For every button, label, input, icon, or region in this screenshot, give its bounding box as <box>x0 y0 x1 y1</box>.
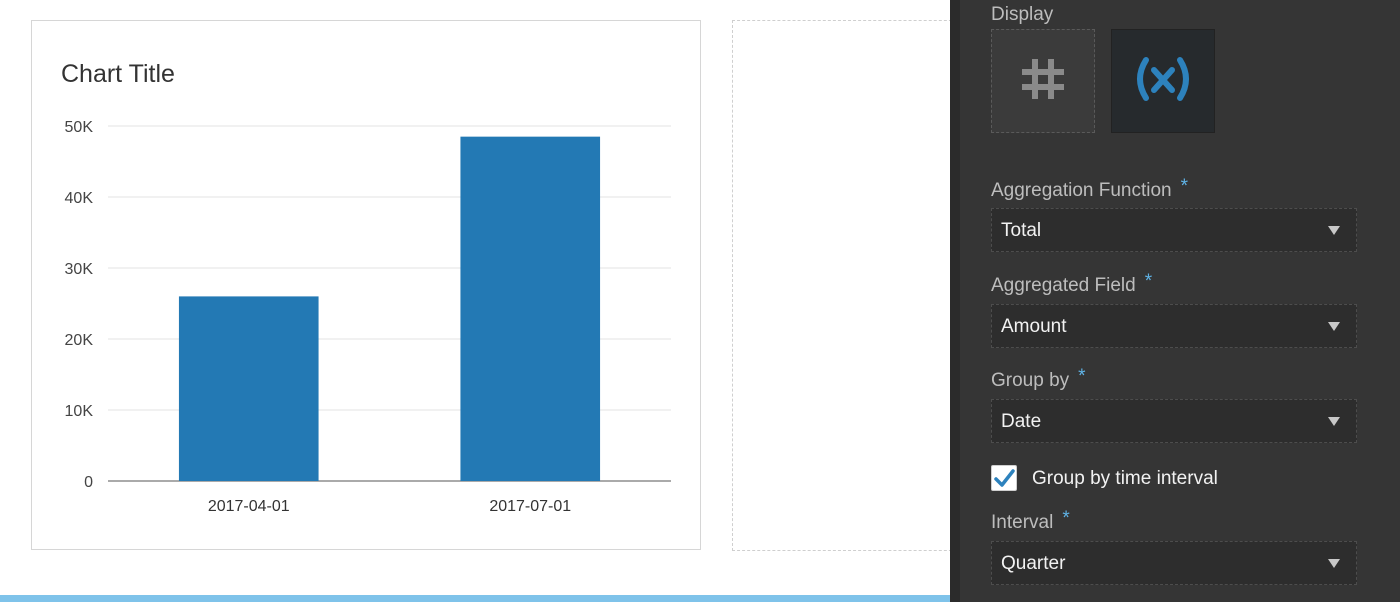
chevron-down-icon <box>1328 559 1340 568</box>
properties-panel: Display Aggregation Function * <box>950 0 1400 602</box>
aggregated-field-value: Amount <box>1001 316 1067 337</box>
y-tick-label: 30K <box>65 261 94 278</box>
empty-drop-zone[interactable] <box>732 20 962 551</box>
panel-edge <box>950 0 960 602</box>
chevron-down-icon <box>1328 417 1340 426</box>
chart-title: Chart Title <box>61 60 175 88</box>
hash-icon <box>1018 54 1068 109</box>
canvas-bottom-scrollbar[interactable] <box>0 595 950 602</box>
aggregation-function-label: Aggregation Function * <box>991 176 1189 201</box>
required-indicator: * <box>1144 271 1153 292</box>
y-tick-label: 50K <box>65 119 94 136</box>
interval-select[interactable]: Quarter <box>991 541 1357 585</box>
checkmark-icon <box>994 469 1015 487</box>
aggregated-field-label: Aggregated Field * <box>991 271 1153 296</box>
group-by-label: Group by * <box>991 366 1086 391</box>
chevron-down-icon <box>1328 322 1340 331</box>
x-tick-label: 2017-04-01 <box>208 498 290 515</box>
group-by-time-interval-label: Group by time interval <box>1032 468 1218 489</box>
y-tick-label: 40K <box>65 190 94 207</box>
group-by-select[interactable]: Date <box>991 399 1357 443</box>
group-by-value: Date <box>1001 411 1042 432</box>
group-by-time-interval-checkbox[interactable] <box>991 465 1017 491</box>
interval-label: Interval * <box>991 508 1070 533</box>
aggregation-function-select[interactable]: Total <box>991 208 1357 252</box>
required-indicator: * <box>1180 176 1189 197</box>
chevron-down-icon <box>1328 226 1340 235</box>
bar-chart: 0 10K 20K 30K 40K 50K 2017-04-01 2017-07-01 <box>65 119 671 515</box>
bar <box>460 136 601 481</box>
aggregated-field-select[interactable]: Amount <box>991 304 1357 348</box>
display-label: Display <box>991 4 1054 25</box>
display-number-button[interactable] <box>991 29 1095 133</box>
required-indicator: * <box>1062 508 1070 529</box>
aggregation-function-value: Total <box>1001 220 1042 241</box>
x-tick-label: 2017-07-01 <box>489 498 571 515</box>
required-indicator: * <box>1078 366 1086 387</box>
variable-icon <box>1132 54 1194 109</box>
bar <box>178 296 319 481</box>
display-formula-button[interactable] <box>1111 29 1215 133</box>
y-tick-label: 20K <box>65 332 94 349</box>
interval-value: Quarter <box>1001 553 1066 574</box>
y-tick-label: 0 <box>84 474 93 491</box>
y-tick-label: 10K <box>65 403 94 420</box>
report-canvas: Chart Title 0 10K 20K 30K 40K 50K 2017-04-01 20… <box>0 20 962 602</box>
